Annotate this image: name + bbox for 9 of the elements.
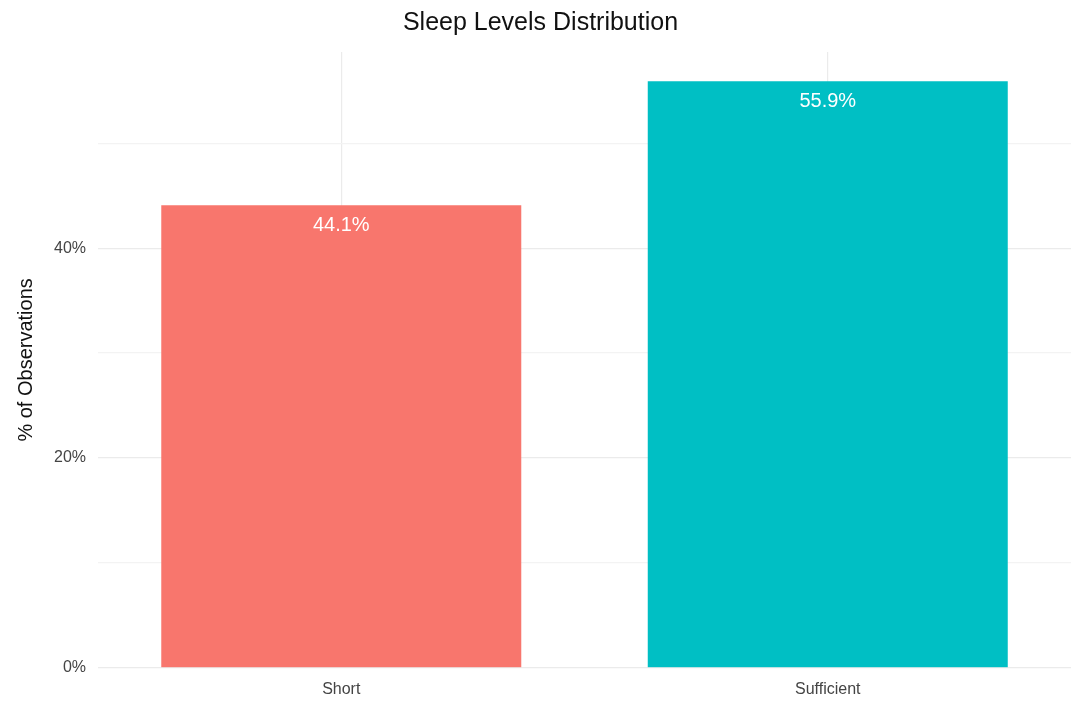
y-tick-label: 20% <box>53 448 87 466</box>
y-tick-label: 40% <box>53 238 87 256</box>
y-axis-title: % of Observations <box>13 278 36 442</box>
chart-title: Sleep Levels Distribution <box>402 6 679 35</box>
x-tick-label: Short <box>322 679 361 697</box>
data-label: 44.1% <box>312 212 370 235</box>
data-label: 55.9% <box>799 88 857 111</box>
y-tick-label: 0% <box>62 658 87 676</box>
x-tick-label: Sufficient <box>794 679 862 697</box>
